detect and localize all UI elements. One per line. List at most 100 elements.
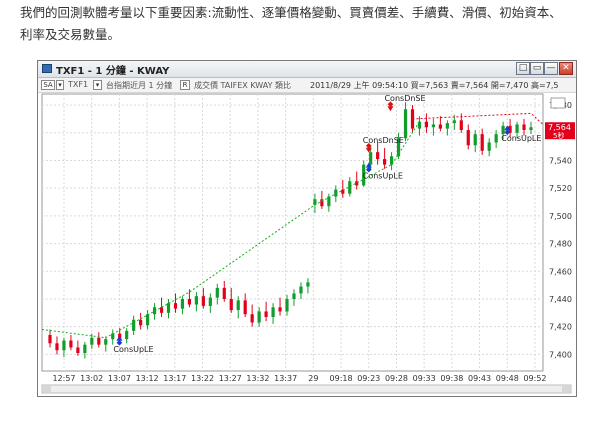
mode-selector[interactable]: SA [41,80,55,90]
y-tick-label: 7,420 [549,323,572,332]
candle-down [139,319,143,326]
article-line-1: 我們的回測軟體考量以下重要因素:流動性、逐筆價格變動、買賣價差、手續費、滑價、初… [20,5,562,20]
candle-down [508,125,512,133]
candle-down [466,130,470,146]
candle-down [376,152,380,160]
candle-up [369,152,373,165]
candle-down [424,121,429,128]
candle-up [145,314,150,326]
candle-up [285,298,289,312]
candle-up [111,333,115,340]
candle-up [515,124,519,133]
y-tick-label: 7,520 [549,184,572,193]
candle-down [355,181,359,186]
candle-up [132,319,136,331]
candle-up [208,297,212,306]
chart-toolbar: SA ▾ TXF1 ▾ 台指期近月 1 分鐘 R 成交價 TAIFEX KWAY… [38,78,576,93]
window-title: TXF1 - 1 分鐘 - KWAY [56,66,170,77]
x-tick-label: 13:37 [274,374,297,383]
current-price-label: 7,564 [548,123,571,132]
candle-down [187,298,192,305]
restore-layout-button[interactable]: □ [516,62,530,75]
candle-up [194,296,198,305]
candle-up [215,287,219,298]
buy-signal-marker [116,335,123,341]
candle-up [166,303,171,313]
x-tick-label: 29 [308,374,318,383]
candle-up [362,164,366,186]
candle-up [125,330,129,340]
window-titlebar[interactable]: TXF1 - 1 分鐘 - KWAY □ ▭ — ✕ [38,61,576,78]
indicator-label[interactable]: 台指期近月 1 分鐘 [106,81,173,90]
candle-down [222,287,226,299]
axis-settings-icon [550,97,566,109]
x-tick-label: 13:07 [108,374,131,383]
signal-label: ConsDnSE [363,136,404,145]
mode-dropdown-arrow[interactable]: ▾ [56,80,64,90]
candle-down [69,340,73,348]
candlestick-chart[interactable]: 7,400 7,420 7,440 7,460 7,480 7,500 7,520 7,540… [38,61,576,396]
x-tick-label: 09:48 [496,374,519,383]
candle-up [327,196,331,207]
current-price-tag [545,122,575,140]
candle-down [459,120,463,131]
x-tick-label: 09:18 [330,374,353,383]
candle-up [396,138,401,157]
candle-down [97,337,101,345]
horizontal-scrollbar[interactable] [41,384,572,394]
candle-down [250,314,254,323]
x-tick-label: 09:43 [468,374,491,383]
scroll-right-button[interactable] [562,386,570,392]
candle-up [494,134,498,143]
x-tick-label: 09:28 [385,374,408,383]
r-badge[interactable]: R [180,80,190,90]
symbol-label[interactable]: TXF1 [68,80,89,89]
sell-signal-marker [387,106,394,112]
scroll-left-button[interactable] [43,386,51,392]
candle-up [403,109,408,139]
y-tick-label: 7,500 [549,212,572,221]
price-tag-sub-label: 5秒 [553,131,564,140]
x-tick-label: 09:33 [413,374,436,383]
signal-dot [365,142,372,149]
candle-up [292,293,296,299]
candle-down [264,311,268,317]
candle-up [452,120,456,124]
signal-label: ConsDnSE [384,94,425,103]
candle-up [180,298,185,309]
article-text: 我們的回測軟體考量以下重要因素:流動性、逐筆價格變動、買賣價差、手續費、滑價、初… [20,2,606,46]
x-tick-label: 09:23 [357,374,380,383]
buy-signal-marker [365,162,372,168]
symbol-dropdown-arrow[interactable]: ▾ [93,80,102,90]
candle-up [257,311,261,323]
candle-up [529,127,533,131]
candle-down [320,199,324,207]
x-tick-label: 13:12 [136,374,159,383]
candle-up [417,121,422,129]
maximize-button[interactable]: ▭ [530,62,544,75]
candle-down [48,334,52,344]
candle-up [487,142,491,151]
signal-dot [365,166,372,173]
buy-signal-marker [504,125,511,131]
candle-up [236,300,240,311]
x-tick-label: 13:27 [219,374,242,383]
close-button[interactable]: ✕ [559,62,573,75]
quote-readout: 2011/8/29 上午 09:54:10 買=7,563 賣=7,564 開=… [310,81,559,90]
candle-up [271,307,275,317]
x-tick-label: 13:17 [163,374,186,383]
candle-up [334,189,338,197]
candle-up [445,123,449,129]
x-tick-label: 13:22 [191,374,214,383]
candle-down [341,189,345,194]
y-tick-label: 7,400 [549,350,572,359]
candle-down [383,159,387,165]
minimize-button[interactable]: — [544,62,558,75]
candle-down [173,303,178,309]
candle-up [83,344,87,353]
candle-up [104,339,108,345]
plot-area [41,93,544,372]
candle-down [159,307,164,313]
signal-label: ConsUpLE [501,134,541,143]
exchange-label: 成交價 TAIFEX KWAY 類比 [194,81,292,90]
